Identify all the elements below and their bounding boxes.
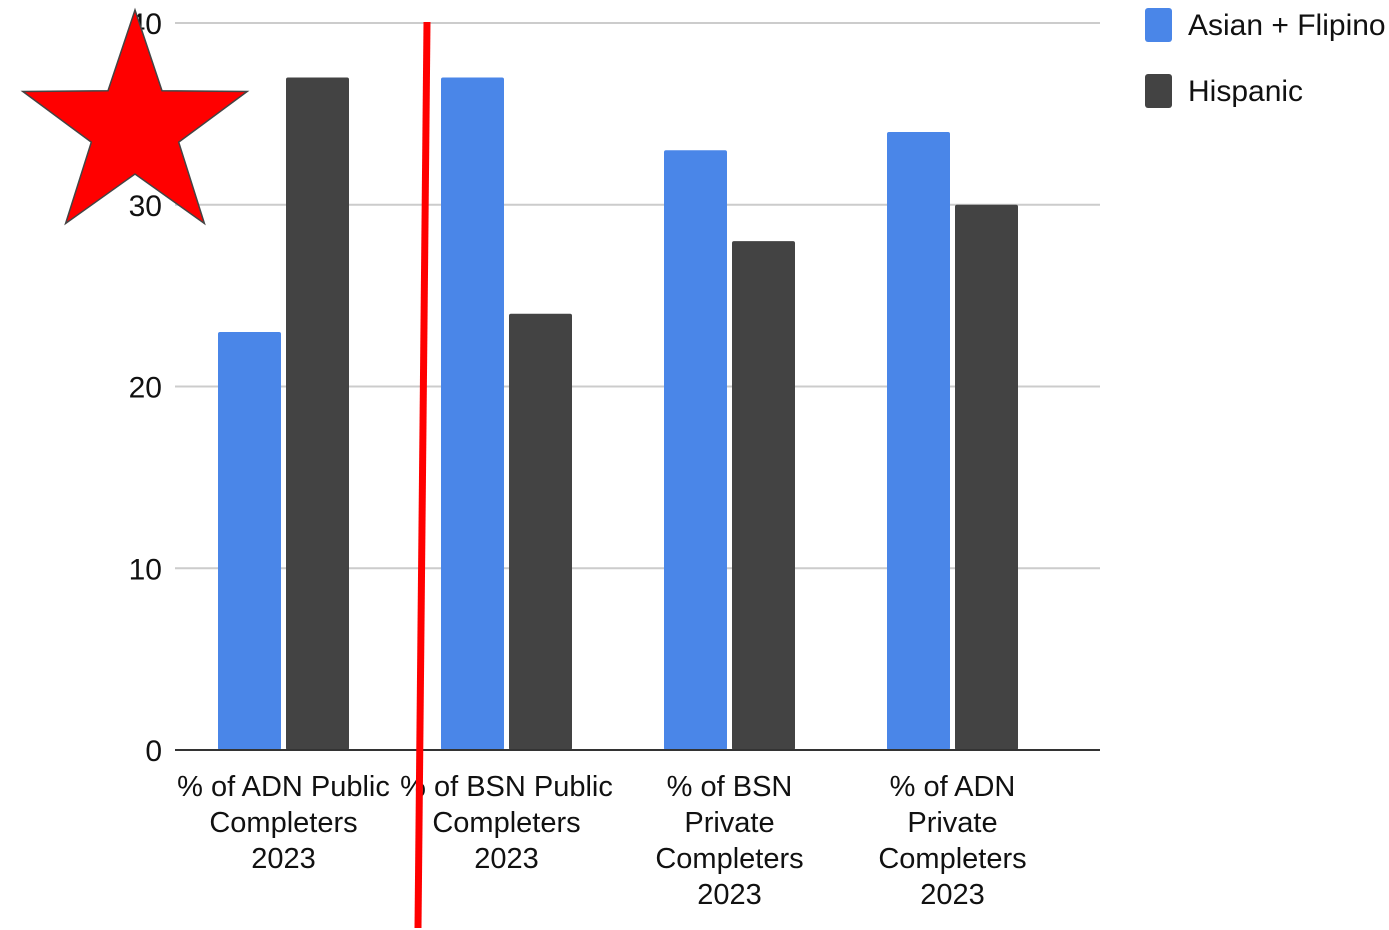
x-category-label-2-line-2: Completers xyxy=(655,843,803,875)
x-category-label-2-line-1: Private xyxy=(684,807,774,839)
x-category-label-3-line-1: Private xyxy=(907,807,997,839)
x-category-label-0-line-1: Completers xyxy=(209,807,357,839)
legend-label-0: Asian + Flipino xyxy=(1188,9,1386,42)
bar-hispanic-2 xyxy=(732,241,795,750)
x-category-label-3-line-3: 2023 xyxy=(920,879,985,911)
y-tick-label-30: 30 xyxy=(129,190,162,223)
bar-asian-filipino-1 xyxy=(441,77,504,750)
bar-asian-filipino-2 xyxy=(664,150,727,751)
y-tick-label-10: 10 xyxy=(129,553,162,586)
red-line-annotation xyxy=(414,21,431,929)
bar-hispanic-1 xyxy=(509,313,572,750)
bar-hispanic-3 xyxy=(955,204,1018,750)
x-category-label-3-line-0: % of ADN xyxy=(890,771,1016,803)
bar-asian-filipino-3 xyxy=(887,132,950,751)
bars xyxy=(218,77,1018,751)
x-category-label-2-line-0: % of BSN xyxy=(667,771,793,803)
legend: Asian + Flipino Hispanic xyxy=(1145,8,1386,108)
legend-label-1: Hispanic xyxy=(1188,75,1303,108)
x-category-label-3-line-2: Completers xyxy=(878,843,1026,875)
x-category-label-1-line-2: 2023 xyxy=(474,843,539,875)
x-category-label-0-line-2: 2023 xyxy=(251,843,316,875)
legend-swatch-1 xyxy=(1145,74,1172,108)
x-category-label-1-line-1: Completers xyxy=(432,807,580,839)
x-category-label-1-line-0: % of BSN Public xyxy=(400,771,613,803)
y-tick-label-0: 0 xyxy=(145,735,162,768)
bar-hispanic-0 xyxy=(286,77,349,750)
x-category-label-2-line-3: 2023 xyxy=(697,879,762,911)
annotations xyxy=(20,7,431,929)
red-star-annotation xyxy=(20,7,250,226)
x-category-label-0-line-0: % of ADN Public xyxy=(177,771,390,803)
legend-swatch-0 xyxy=(1145,8,1172,42)
y-tick-label-20: 20 xyxy=(129,372,162,405)
bar-asian-filipino-0 xyxy=(218,331,281,750)
